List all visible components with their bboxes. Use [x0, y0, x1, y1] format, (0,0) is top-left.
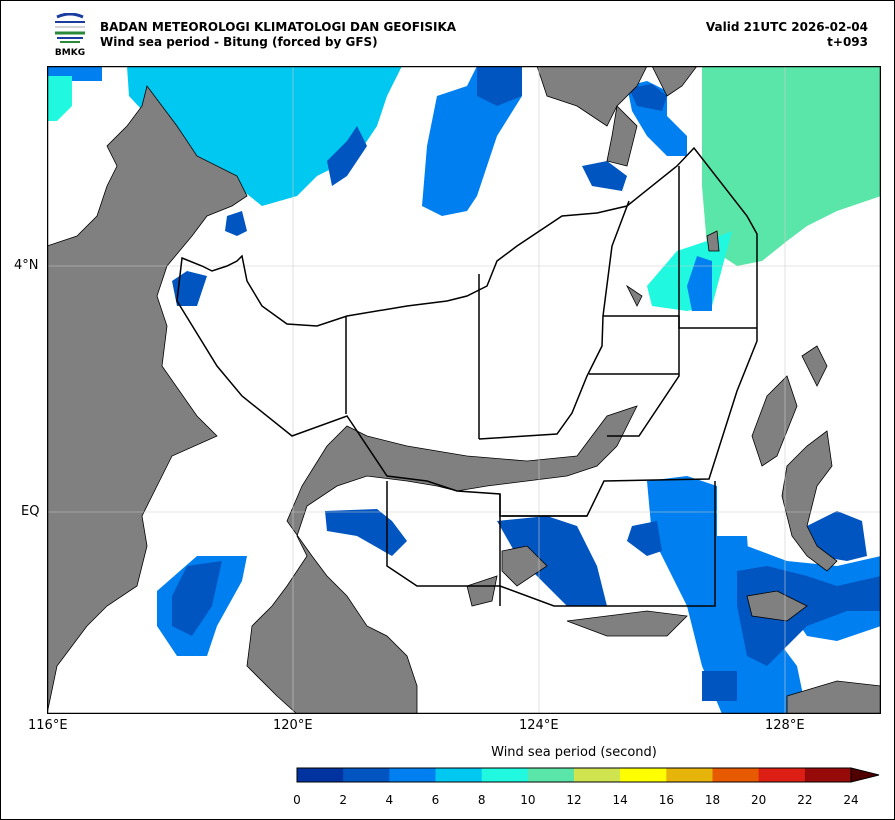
forecast-zones — [176, 146, 758, 607]
colorbar-tick: 24 — [843, 793, 859, 807]
lat-label: EQ — [21, 504, 40, 519]
colorbar-bin — [666, 768, 713, 782]
land — [47, 66, 881, 714]
colorbar-tick: 6 — [431, 793, 440, 807]
colorbar-label: Wind sea period (second) — [491, 745, 657, 760]
colorbar-bin — [389, 768, 436, 782]
colorbar-bin — [804, 768, 852, 782]
colorbar-bin — [620, 768, 667, 782]
colorbar-bin — [343, 768, 390, 782]
colorbar-tick: 16 — [658, 793, 674, 807]
bmkg-logo: BMKG — [55, 13, 85, 57]
colorbar-tick: 0 — [293, 793, 301, 807]
map-frame — [47, 66, 881, 714]
colorbar-extend-arrow — [850, 767, 880, 783]
gridlines — [47, 66, 881, 714]
wave-period-field — [47, 66, 881, 714]
lon-label: 116°E — [28, 718, 68, 733]
colorbar-tick: 10 — [520, 793, 536, 807]
colorbar-tick: 2 — [339, 793, 347, 807]
logo-text: BMKG — [55, 48, 85, 57]
lat-label: 4°N — [14, 258, 39, 273]
colorbar-bin — [712, 768, 760, 782]
org-name: BADAN METEOROLOGI KLIMATOLOGI DAN GEOFIS… — [100, 20, 457, 34]
colorbar-bin — [435, 768, 483, 782]
valid-time: Valid 21UTC 2026-02-04 — [705, 20, 868, 34]
colorbar — [296, 767, 880, 783]
colorbar-bin — [297, 768, 344, 782]
map — [47, 66, 881, 714]
colorbar-tick: 4 — [385, 793, 394, 807]
colorbar-bin — [574, 768, 621, 782]
colorbar-bin — [758, 768, 806, 782]
colorbar-tick: 12 — [566, 793, 582, 807]
colorbar-tick: 20 — [751, 793, 767, 807]
lon-label: 124°E — [519, 718, 559, 733]
colorbar-tick: 8 — [477, 793, 486, 807]
lon-label: 128°E — [765, 718, 805, 733]
lon-label: 120°E — [273, 718, 313, 733]
colorbar-tick: 18 — [704, 793, 721, 807]
colorbar-tick: 22 — [797, 793, 813, 807]
lead-time: t+093 — [827, 35, 868, 49]
colorbar-bin — [527, 768, 575, 782]
chart-title: Wind sea period - Bitung (forced by GFS) — [100, 35, 378, 49]
colorbar-tick: 14 — [612, 793, 628, 807]
colorbar-bin — [481, 768, 529, 782]
